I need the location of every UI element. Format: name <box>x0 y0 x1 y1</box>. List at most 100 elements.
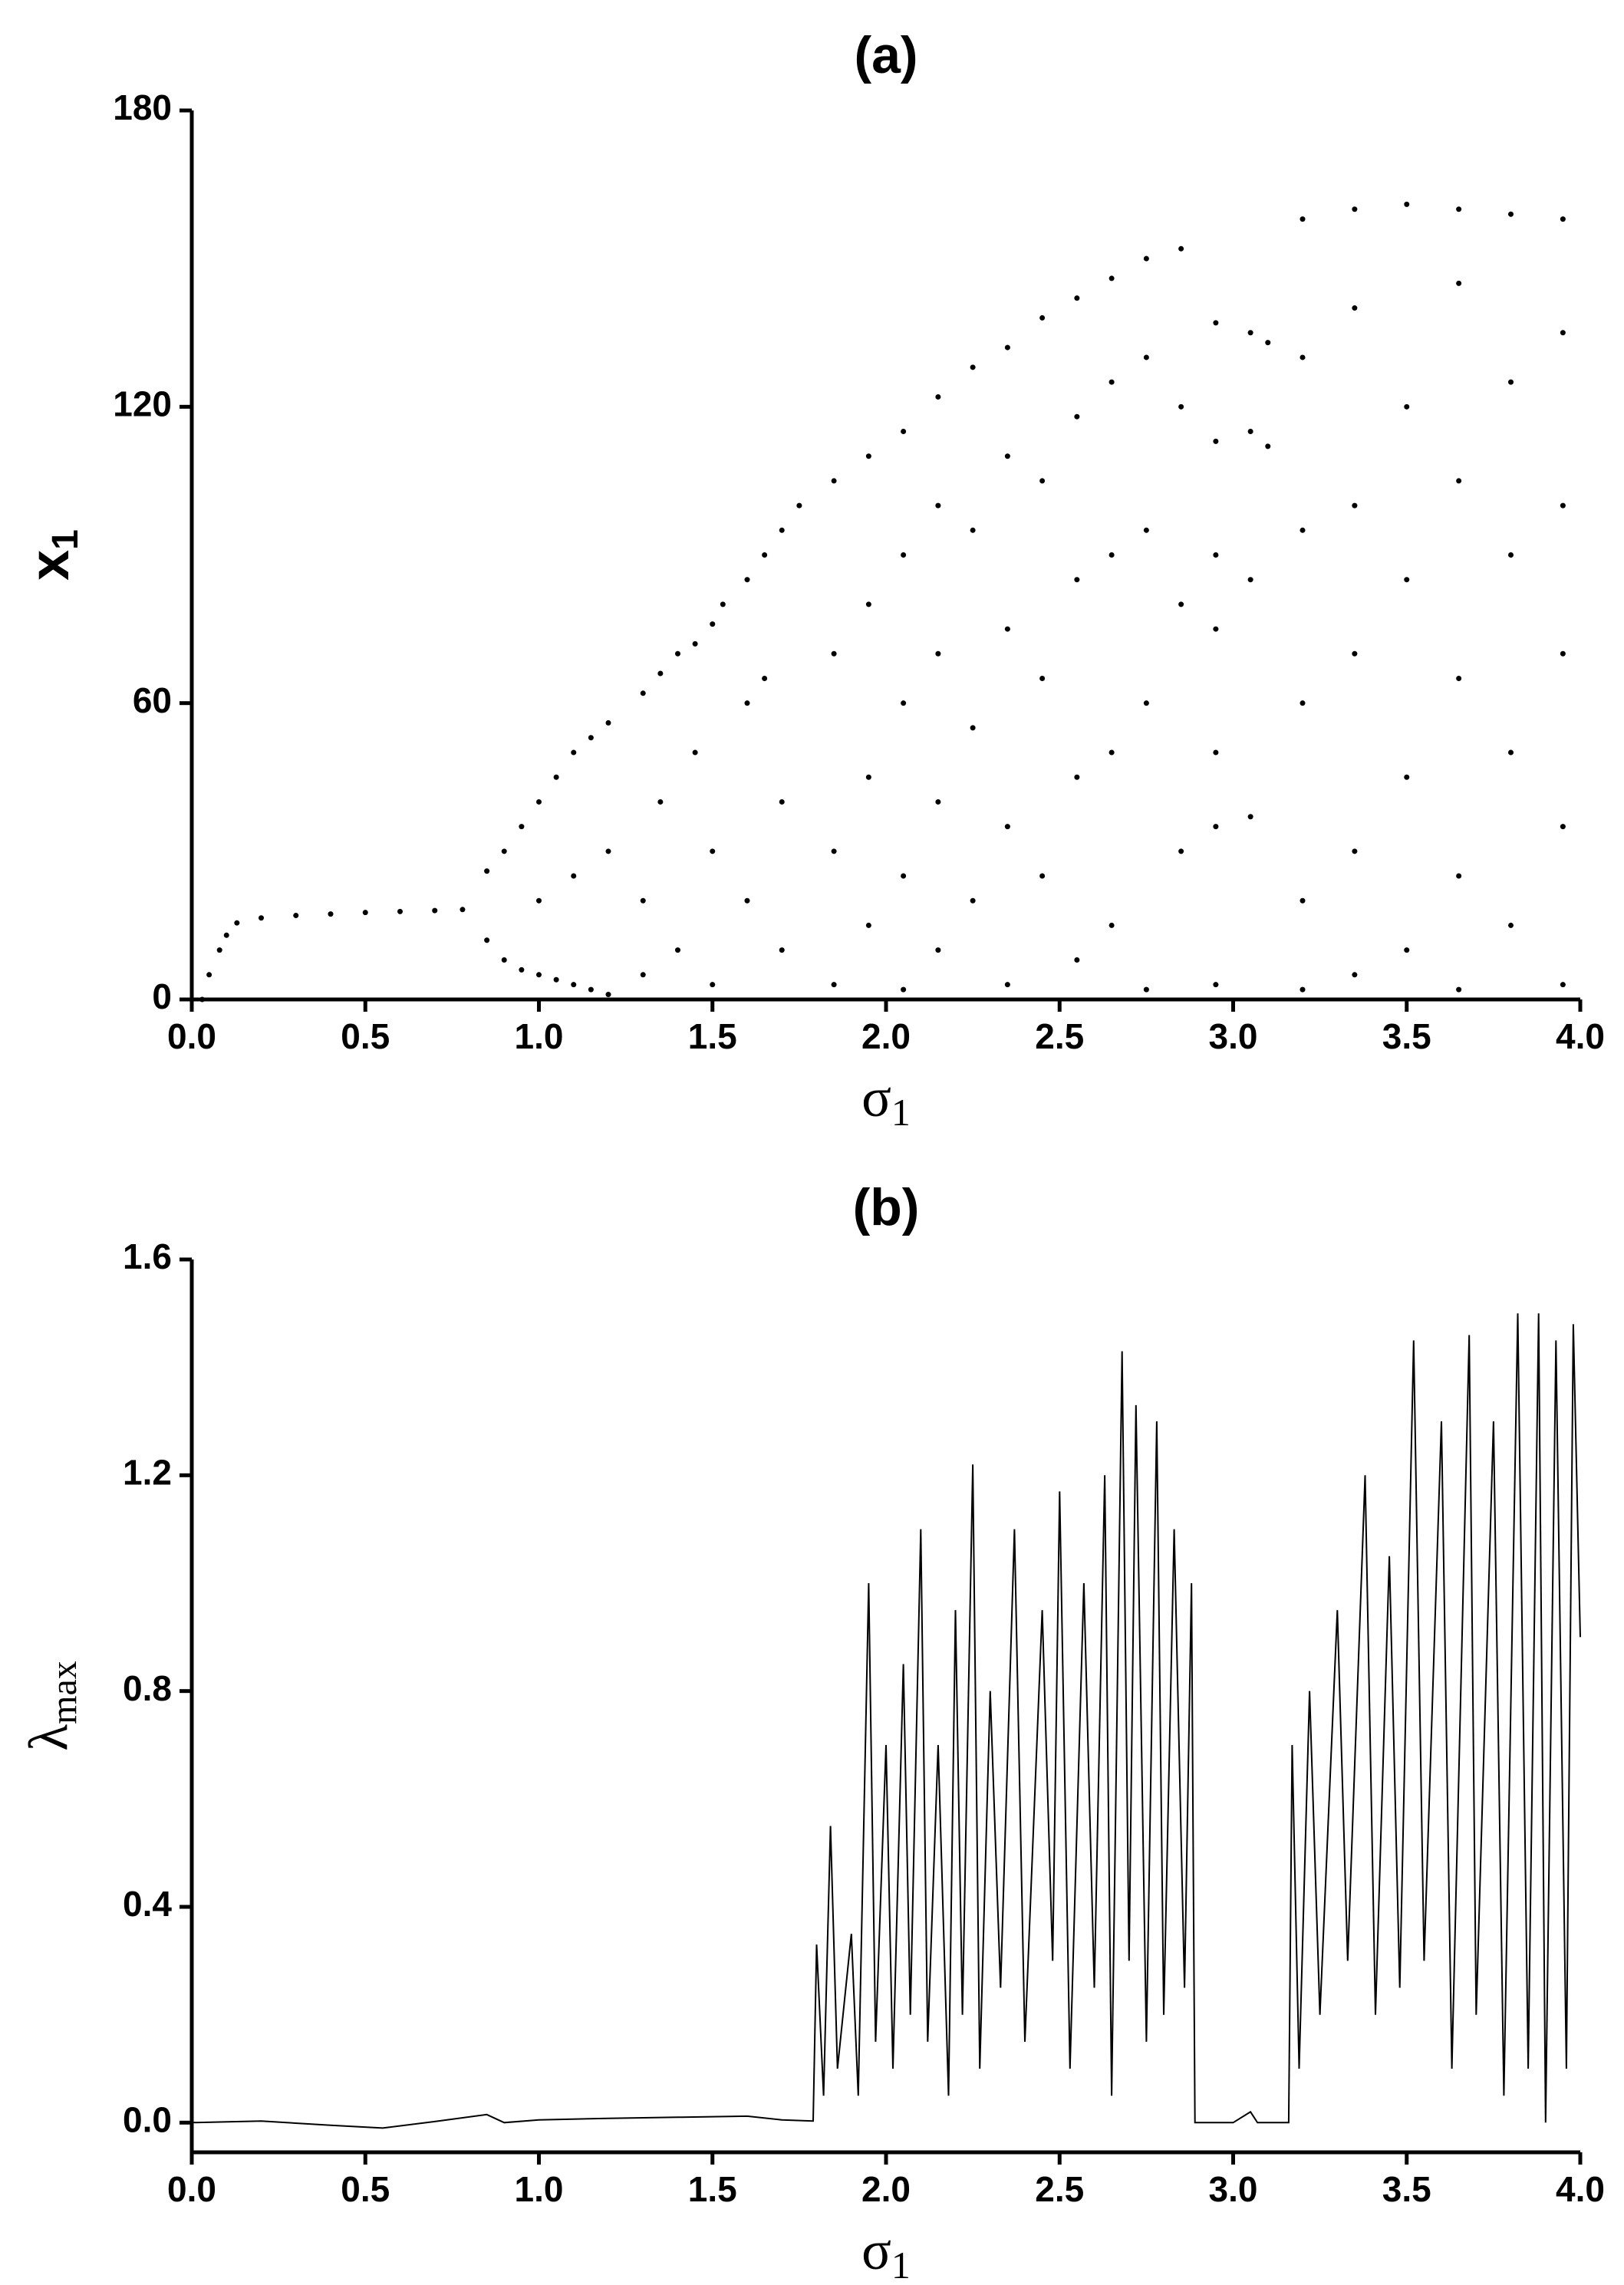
point <box>588 735 594 741</box>
point <box>1039 873 1046 879</box>
point <box>553 774 559 780</box>
y-axis-label: λmax <box>18 1661 85 1751</box>
x-tick-label: 1.0 <box>515 1016 564 1056</box>
x-tick-label: 3.0 <box>1209 1016 1258 1056</box>
point <box>1247 577 1253 583</box>
x-tick-label: 2.0 <box>861 1016 911 1056</box>
x-tick-label: 0.5 <box>341 2169 390 2209</box>
point <box>1508 552 1514 558</box>
point <box>1074 413 1080 420</box>
point <box>901 429 907 435</box>
point <box>1456 986 1462 993</box>
point <box>1247 814 1253 820</box>
point <box>328 911 334 917</box>
point <box>1247 429 1253 435</box>
x-axis-label: σ1 <box>861 2220 911 2285</box>
x-tick-label: 2.5 <box>1035 2169 1084 2209</box>
point <box>432 907 438 914</box>
point <box>501 956 507 963</box>
point <box>970 364 976 370</box>
point <box>710 621 716 627</box>
y-tick-label: 180 <box>113 87 172 127</box>
line <box>191 1313 1581 2129</box>
point <box>223 932 229 938</box>
point <box>935 502 941 509</box>
point <box>1213 824 1219 830</box>
x-tick-label: 3.5 <box>1382 1016 1431 1056</box>
point <box>831 982 837 988</box>
point <box>831 650 837 657</box>
point <box>744 577 750 583</box>
x-axis-label: σ1 <box>861 1067 911 1134</box>
point <box>796 502 802 509</box>
point <box>1143 255 1149 262</box>
point <box>362 910 368 916</box>
point <box>259 915 264 921</box>
point <box>710 982 716 988</box>
point <box>536 798 542 805</box>
point <box>1213 626 1219 632</box>
point <box>762 675 768 681</box>
point <box>571 873 577 879</box>
point <box>1108 749 1115 756</box>
point <box>1108 379 1115 385</box>
point <box>901 986 907 993</box>
point <box>1213 552 1219 558</box>
point <box>199 996 206 1003</box>
point <box>1508 379 1514 385</box>
point <box>234 920 240 926</box>
point <box>1143 527 1149 533</box>
y-label-main: λ <box>18 1724 79 1751</box>
point <box>935 393 941 400</box>
point <box>1352 972 1358 978</box>
point <box>1213 749 1219 756</box>
point <box>1508 211 1514 217</box>
point <box>831 848 837 854</box>
point <box>1213 320 1219 326</box>
point <box>1404 403 1410 410</box>
x-tick-label: 3.5 <box>1382 2169 1431 2209</box>
x-tick-label: 4.0 <box>1556 2169 1605 2209</box>
point <box>1300 986 1306 993</box>
point <box>1143 700 1149 706</box>
point <box>1213 438 1219 444</box>
y-tick-label: 120 <box>113 384 172 423</box>
point <box>588 986 594 993</box>
point <box>1300 354 1306 361</box>
x-tick-label: 4.0 <box>1556 1016 1605 1056</box>
point <box>1039 675 1046 681</box>
point <box>710 848 716 854</box>
point <box>1074 956 1080 963</box>
point <box>519 966 525 973</box>
point <box>1352 206 1358 212</box>
point <box>460 907 466 913</box>
point <box>1352 848 1358 854</box>
point <box>1039 478 1046 484</box>
point <box>397 908 403 914</box>
point <box>1108 552 1115 558</box>
point <box>1404 577 1410 583</box>
x-tick-label: 1.5 <box>688 2169 737 2209</box>
x-tick-label: 1.0 <box>515 2169 564 2209</box>
point <box>1265 340 1271 346</box>
point <box>605 719 611 726</box>
point <box>1456 206 1462 212</box>
point <box>1560 982 1566 988</box>
point <box>831 478 837 484</box>
x-label-sub: 1 <box>891 2244 911 2285</box>
point <box>1178 601 1184 607</box>
x-tick-label: 3.0 <box>1209 2169 1258 2209</box>
point <box>1004 824 1010 830</box>
point <box>692 749 698 756</box>
x-tick-label: 2.0 <box>861 2169 911 2209</box>
point <box>744 700 750 706</box>
point <box>1004 344 1010 351</box>
x-tick-label: 0.0 <box>167 1016 216 1056</box>
point <box>720 601 726 607</box>
point <box>1039 314 1046 321</box>
y-tick-label: 60 <box>133 680 172 720</box>
point <box>1300 700 1306 706</box>
chart-title: (a) <box>854 26 917 84</box>
point <box>762 552 768 558</box>
chart-title: (b) <box>853 1178 920 1236</box>
